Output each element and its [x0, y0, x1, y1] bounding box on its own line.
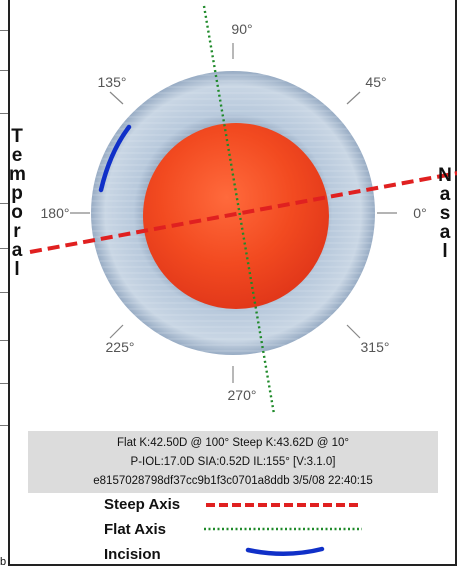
nasal-letter: a — [439, 184, 451, 205]
eye-diagram: 90° 135° 45° 180° 0° 225° 315° 270° — [29, 5, 457, 557]
nasal-letter: N — [438, 165, 452, 186]
strip-tick — [0, 383, 8, 384]
angle-label-0: 0° — [413, 205, 426, 221]
temporal-letter: l — [14, 259, 20, 280]
strip-tick — [0, 248, 8, 249]
temporal-letter: T — [11, 126, 23, 147]
nasal-letter: s — [439, 203, 451, 224]
angle-label-315: 315° — [361, 339, 390, 355]
strip-tick — [0, 203, 8, 204]
left-strip — [0, 0, 8, 570]
angle-label-135: 135° — [98, 74, 127, 90]
degree-ticks — [70, 43, 397, 383]
corner-text: b — [0, 556, 7, 568]
strip-tick — [0, 30, 8, 31]
nasal-letter: a — [439, 222, 451, 243]
flat-axis-legend-label: Flat Axis — [104, 521, 166, 538]
temporal-letter: r — [13, 221, 21, 242]
strip-tick — [0, 340, 8, 341]
incision-arc — [98, 124, 132, 193]
angle-label-90: 90° — [231, 21, 252, 37]
strip-tick — [0, 292, 8, 293]
info-keratometry: Flat K:42.50D @ 100° Steep K:43.62D @ 10… — [116, 437, 349, 449]
strip-tick — [0, 70, 8, 71]
temporal-letter: p — [11, 183, 23, 204]
incision-legend-swatch — [245, 546, 325, 557]
info-iol: P-IOL:17.0D SIA:0.52D IL:155° [V:3.1.0] — [130, 456, 336, 468]
temporal-letter: o — [11, 202, 23, 223]
flat-axis-line — [202, 5, 276, 415]
info-hash-timestamp: e8157028798df37cc9b1f3c0701a8ddb 3/5/08 … — [93, 475, 373, 487]
steep-axis-line — [29, 171, 457, 254]
temporal-letter: e — [11, 145, 23, 166]
measurement-info-box: Flat K:42.50D @ 100° Steep K:43.62D @ 10… — [28, 431, 438, 493]
steep-axis-legend-label: Steep Axis — [104, 496, 181, 513]
angle-label-180: 180° — [41, 205, 70, 221]
incision-legend-label: Incision — [104, 546, 161, 563]
strip-tick — [0, 425, 8, 426]
angle-label-45: 45° — [365, 74, 386, 90]
angle-label-270: 270° — [228, 387, 257, 403]
temporal-letter: m — [9, 164, 26, 185]
strip-tick — [0, 113, 8, 114]
temporal-letter: a — [11, 240, 23, 261]
angle-label-225: 225° — [106, 339, 135, 355]
nasal-letter: l — [442, 241, 448, 262]
